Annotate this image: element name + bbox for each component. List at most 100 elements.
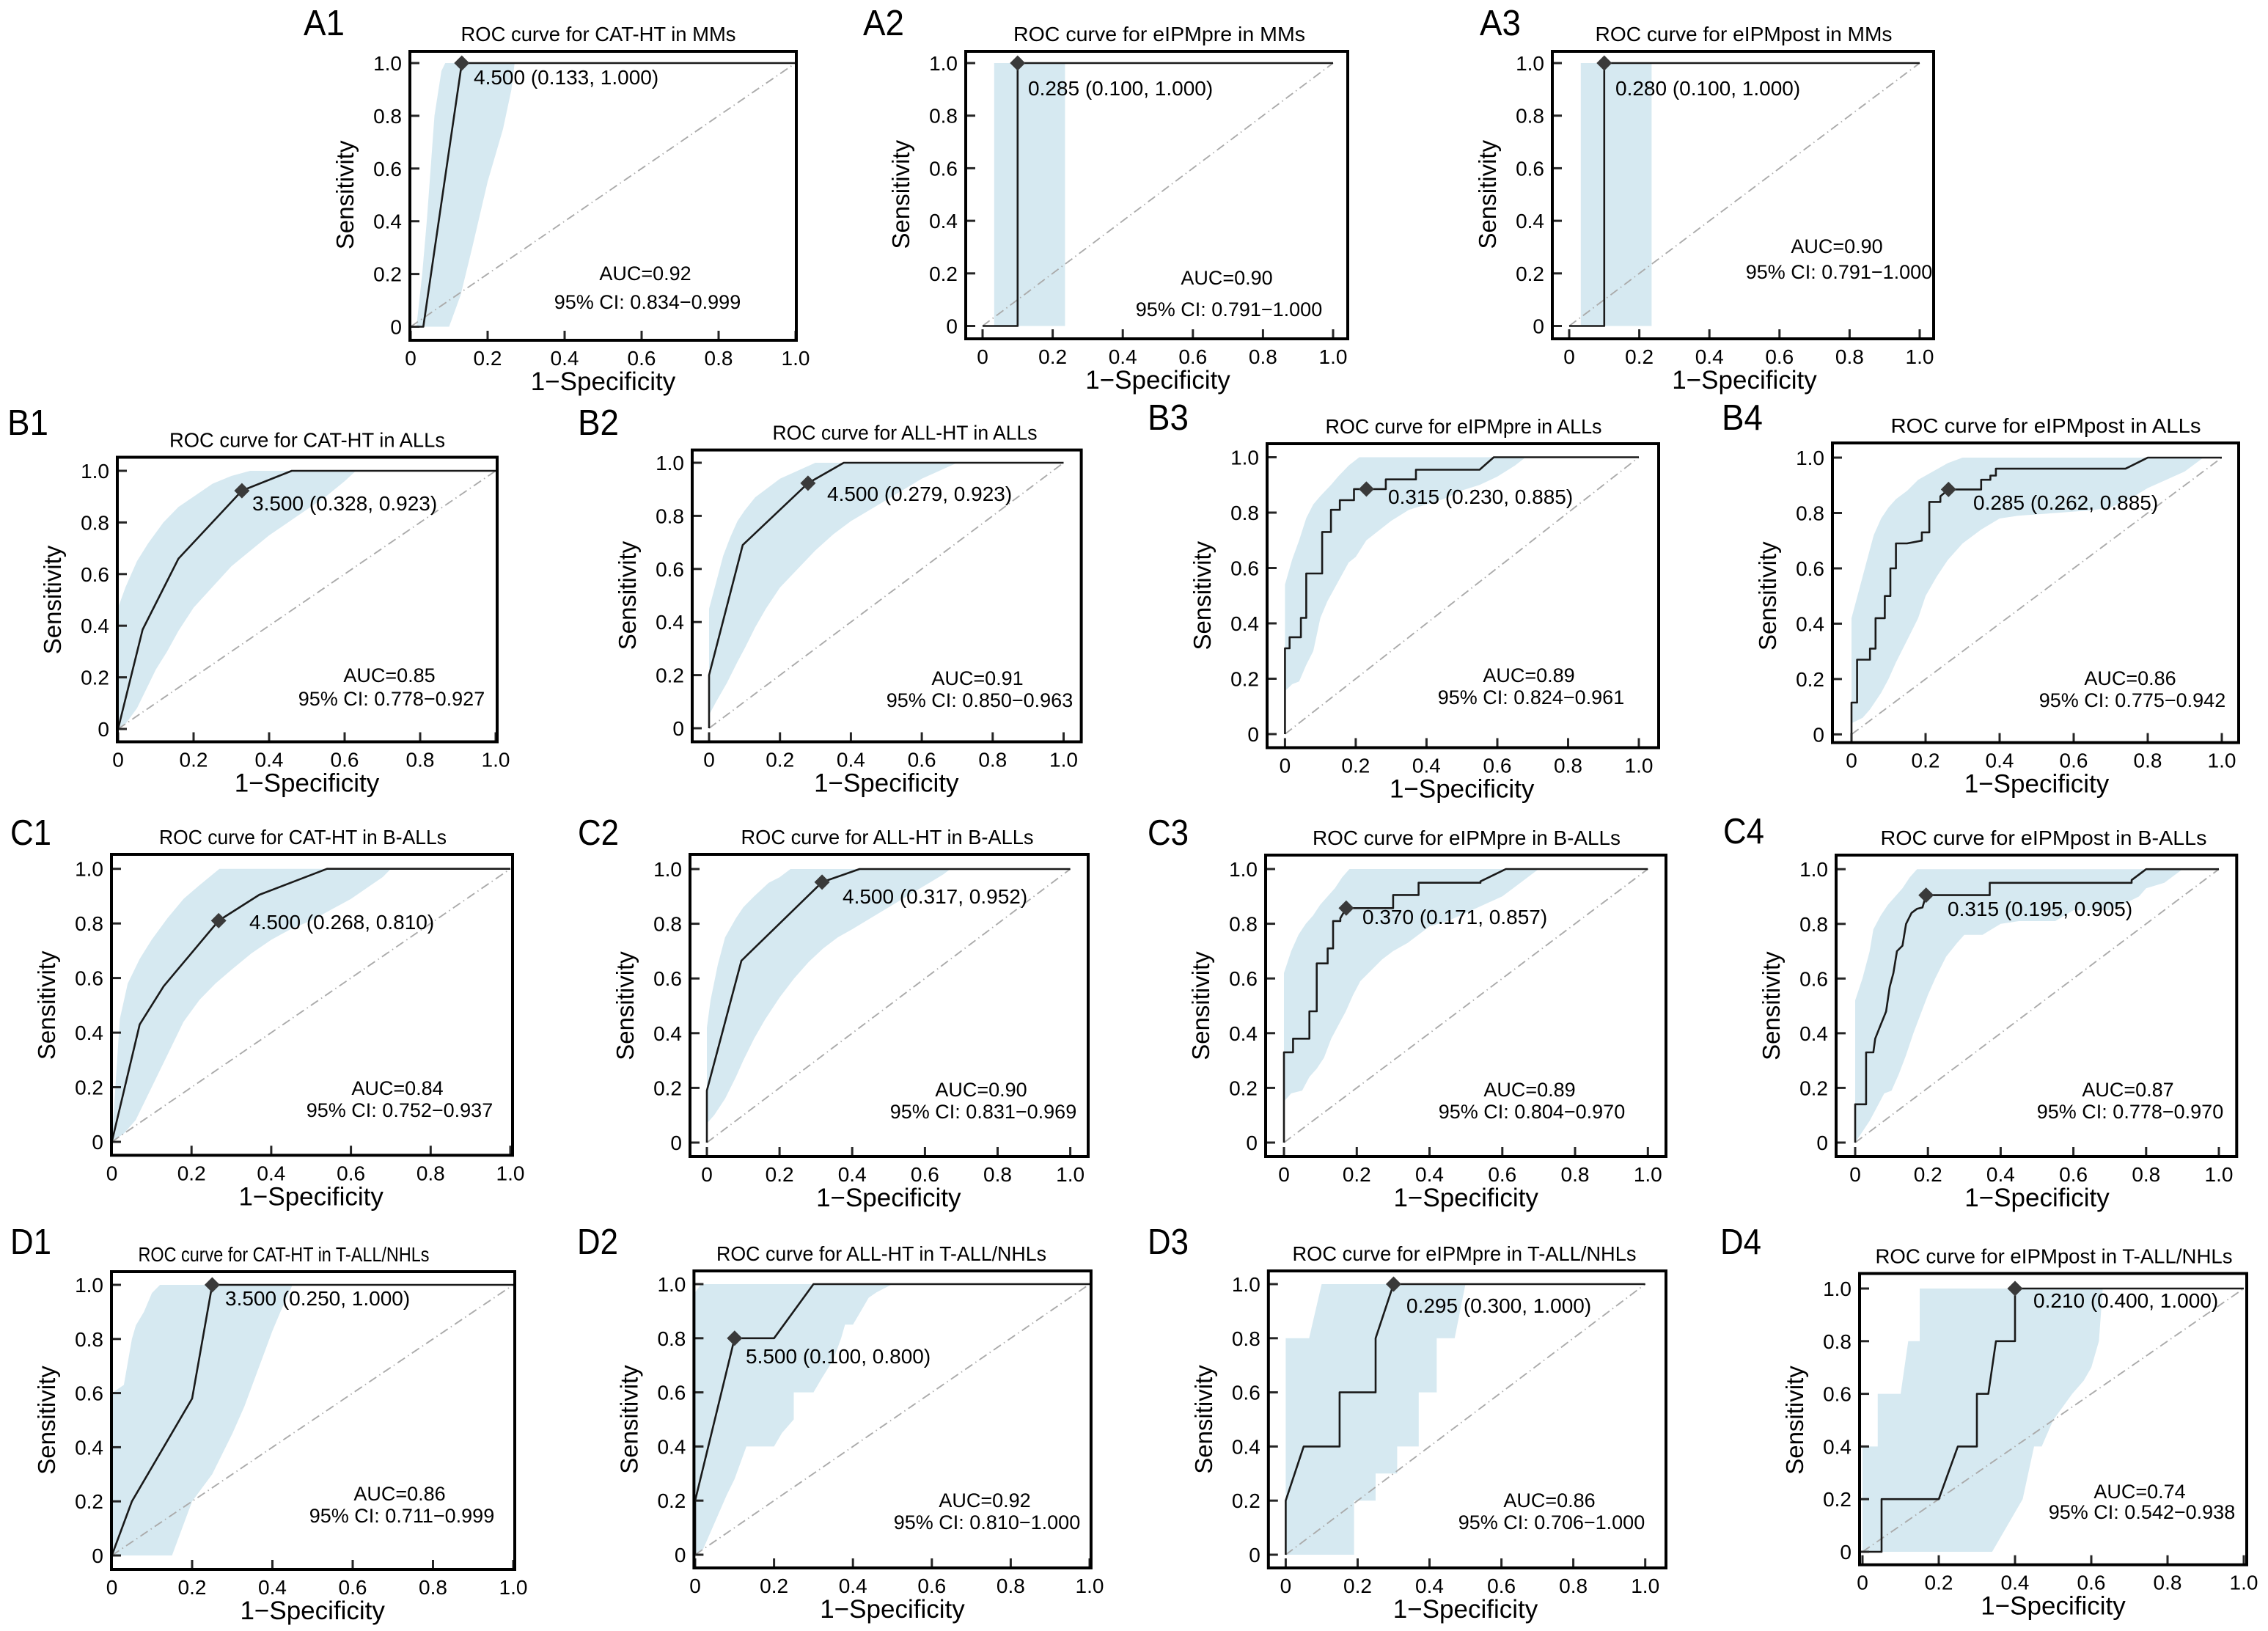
svg-text:1.0: 1.0 bbox=[1049, 749, 1078, 771]
svg-text:1.0: 1.0 bbox=[929, 52, 958, 75]
svg-text:0.370 (0.171, 0.857): 0.370 (0.171, 0.857) bbox=[1362, 906, 1547, 928]
svg-text:AUC=0.91: AUC=0.91 bbox=[931, 667, 1023, 689]
svg-text:0.4: 0.4 bbox=[373, 210, 402, 233]
svg-text:95% CI: 0.752−0.937: 95% CI: 0.752−0.937 bbox=[307, 1099, 493, 1121]
svg-text:1.0: 1.0 bbox=[81, 460, 109, 483]
svg-text:0.6: 0.6 bbox=[2060, 749, 2088, 772]
svg-text:1.0: 1.0 bbox=[1796, 447, 1824, 469]
svg-text:0.4: 0.4 bbox=[1823, 1435, 1852, 1458]
svg-text:0.4: 0.4 bbox=[653, 1022, 682, 1045]
svg-text:0.4: 0.4 bbox=[656, 611, 684, 634]
svg-text:3.500 (0.250, 1.000): 3.500 (0.250, 1.000) bbox=[225, 1287, 410, 1310]
svg-text:0.8: 0.8 bbox=[1232, 1327, 1260, 1350]
svg-text:95% CI: 0.824−0.961: 95% CI: 0.824−0.961 bbox=[1438, 686, 1624, 708]
svg-text:ROC curve for ALL-HT in T-ALL/: ROC curve for ALL-HT in T-ALL/NHLs bbox=[716, 1242, 1046, 1265]
svg-text:1.0: 1.0 bbox=[1056, 1163, 1085, 1186]
svg-text:0.6: 0.6 bbox=[81, 563, 109, 586]
svg-text:0: 0 bbox=[1280, 1575, 1292, 1597]
svg-text:1.0: 1.0 bbox=[75, 1274, 103, 1297]
svg-text:0: 0 bbox=[106, 1576, 118, 1599]
svg-text:0.6: 0.6 bbox=[75, 967, 103, 990]
svg-text:0.2: 0.2 bbox=[1038, 345, 1067, 368]
svg-text:ROC curve for ALL-HT in ALLs: ROC curve for ALL-HT in ALLs bbox=[773, 422, 1038, 444]
svg-text:0.6: 0.6 bbox=[929, 157, 958, 180]
svg-text:0: 0 bbox=[1246, 1132, 1258, 1154]
svg-text:1.0: 1.0 bbox=[1906, 345, 1934, 368]
svg-text:1.0: 1.0 bbox=[1230, 447, 1259, 469]
svg-text:0: 0 bbox=[1857, 1572, 1868, 1594]
svg-text:0.6: 0.6 bbox=[1488, 1163, 1516, 1186]
svg-text:ROC curve for ALL-HT in B-ALLs: ROC curve for ALL-HT in B-ALLs bbox=[741, 826, 1034, 849]
svg-text:0: 0 bbox=[1846, 749, 1857, 772]
svg-text:0.8: 0.8 bbox=[75, 1328, 103, 1351]
svg-text:AUC=0.90: AUC=0.90 bbox=[1791, 235, 1882, 257]
svg-text:0.2: 0.2 bbox=[656, 664, 684, 687]
svg-text:95% CI: 0.850−0.963: 95% CI: 0.850−0.963 bbox=[887, 689, 1073, 711]
svg-text:ROC curve for eIPMpre in B-ALL: ROC curve for eIPMpre in B-ALLs bbox=[1313, 827, 1621, 849]
svg-text:0.6: 0.6 bbox=[657, 1382, 686, 1404]
svg-text:1−Specificity: 1−Specificity bbox=[235, 769, 380, 798]
svg-text:Sensitivity: Sensitivity bbox=[1189, 540, 1216, 650]
svg-text:0.8: 0.8 bbox=[1559, 1575, 1588, 1597]
svg-text:0.4: 0.4 bbox=[657, 1435, 686, 1458]
svg-text:0.8: 0.8 bbox=[929, 105, 958, 128]
svg-text:0: 0 bbox=[106, 1162, 118, 1184]
svg-text:0.2: 0.2 bbox=[766, 1163, 794, 1186]
svg-text:C3: C3 bbox=[1148, 813, 1189, 853]
svg-text:C1: C1 bbox=[10, 813, 51, 853]
svg-text:0.2: 0.2 bbox=[766, 749, 794, 771]
svg-text:B1: B1 bbox=[7, 403, 48, 443]
svg-text:0.2: 0.2 bbox=[1796, 668, 1824, 691]
svg-text:0.4: 0.4 bbox=[1229, 1022, 1258, 1045]
svg-text:0: 0 bbox=[1280, 755, 1291, 777]
svg-text:95% CI: 0.791−1.000: 95% CI: 0.791−1.000 bbox=[1746, 261, 1932, 283]
svg-text:0.6: 0.6 bbox=[1487, 1575, 1516, 1597]
svg-text:0.6: 0.6 bbox=[908, 749, 936, 771]
svg-text:Sensitivity: Sensitivity bbox=[1781, 1366, 1808, 1475]
svg-text:ROC curve for eIPMpost in T-AL: ROC curve for eIPMpost in T-ALL/NHLs bbox=[1876, 1245, 2233, 1268]
svg-text:0.6: 0.6 bbox=[1232, 1382, 1260, 1404]
svg-text:Sensitivity: Sensitivity bbox=[612, 951, 639, 1060]
svg-text:0.8: 0.8 bbox=[1229, 913, 1258, 936]
svg-text:0.2: 0.2 bbox=[1229, 1077, 1258, 1099]
svg-text:0.4: 0.4 bbox=[1232, 1435, 1260, 1458]
svg-text:0.6: 0.6 bbox=[373, 158, 402, 180]
svg-text:1.0: 1.0 bbox=[2230, 1572, 2258, 1594]
svg-text:95% CI: 0.542−0.938: 95% CI: 0.542−0.938 bbox=[2049, 1501, 2235, 1523]
svg-text:0.2: 0.2 bbox=[1914, 1163, 1942, 1186]
svg-text:1−Specificity: 1−Specificity bbox=[814, 769, 959, 798]
svg-text:0.4: 0.4 bbox=[837, 749, 865, 771]
svg-text:0.8: 0.8 bbox=[81, 511, 109, 534]
svg-text:0: 0 bbox=[1278, 1163, 1290, 1186]
svg-text:1−Specificity: 1−Specificity bbox=[238, 1182, 383, 1211]
svg-text:0: 0 bbox=[675, 1544, 686, 1566]
svg-text:0.4: 0.4 bbox=[838, 1163, 867, 1186]
svg-text:D1: D1 bbox=[10, 1223, 51, 1262]
svg-text:0.2: 0.2 bbox=[1343, 1163, 1371, 1186]
svg-text:0.210 (0.400, 1.000): 0.210 (0.400, 1.000) bbox=[2033, 1289, 2218, 1312]
svg-text:0.8: 0.8 bbox=[416, 1162, 445, 1184]
svg-text:0.4: 0.4 bbox=[75, 1022, 103, 1044]
svg-text:0.6: 0.6 bbox=[1765, 345, 1794, 368]
svg-text:1.0: 1.0 bbox=[782, 347, 810, 370]
svg-text:0.8: 0.8 bbox=[1230, 502, 1259, 524]
svg-text:0.2: 0.2 bbox=[177, 1162, 206, 1184]
svg-text:0.8: 0.8 bbox=[2154, 1572, 2182, 1594]
svg-text:AUC=0.89: AUC=0.89 bbox=[1483, 664, 1574, 686]
svg-text:ROC curve for eIPMpre in ALLs: ROC curve for eIPMpre in ALLs bbox=[1326, 415, 1602, 438]
svg-text:1−Specificity: 1−Specificity bbox=[240, 1597, 385, 1625]
svg-text:AUC=0.84: AUC=0.84 bbox=[351, 1077, 443, 1099]
svg-text:0.2: 0.2 bbox=[1343, 1575, 1372, 1597]
svg-text:0.4: 0.4 bbox=[257, 1162, 285, 1184]
svg-text:0: 0 bbox=[1247, 723, 1259, 746]
svg-text:0.6: 0.6 bbox=[339, 1576, 367, 1599]
svg-text:1.0: 1.0 bbox=[1319, 345, 1348, 368]
svg-text:0.285 (0.100, 1.000): 0.285 (0.100, 1.000) bbox=[1028, 77, 1213, 100]
svg-text:0.2: 0.2 bbox=[1925, 1572, 1953, 1594]
svg-text:0.2: 0.2 bbox=[657, 1489, 686, 1512]
svg-text:AUC=0.89: AUC=0.89 bbox=[1483, 1079, 1575, 1101]
svg-text:0.4: 0.4 bbox=[1412, 755, 1441, 777]
svg-text:0.4: 0.4 bbox=[1796, 612, 1824, 635]
svg-text:1.0: 1.0 bbox=[2205, 1163, 2234, 1186]
svg-text:0.6: 0.6 bbox=[653, 967, 682, 990]
